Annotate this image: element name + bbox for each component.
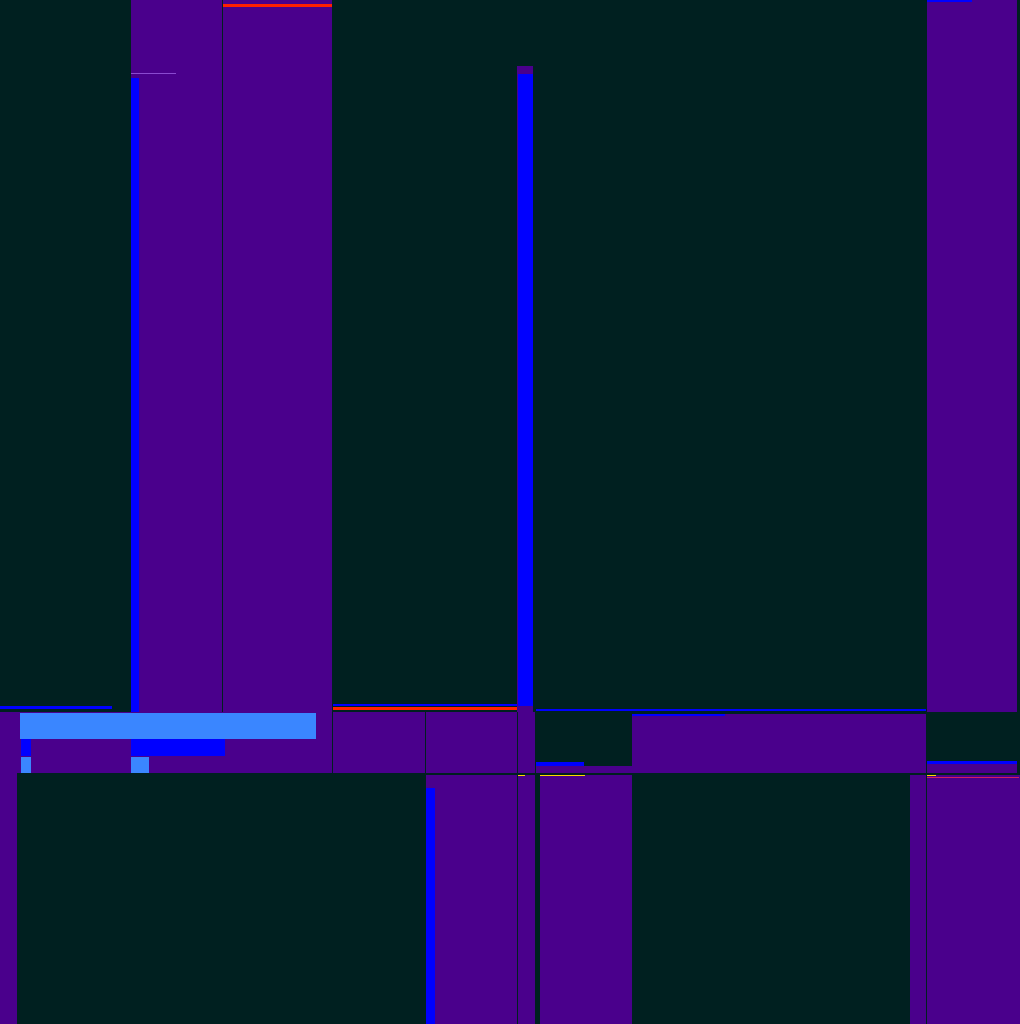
right-status-panel [927, 712, 1017, 761]
bottom-scrollbar[interactable] [426, 788, 435, 1024]
toolbar-input[interactable] [20, 713, 316, 739]
left-panel [0, 0, 131, 706]
info-panel [632, 714, 926, 773]
toolbar-button-1[interactable] [21, 739, 31, 756]
toolbar-toggle-2[interactable] [131, 757, 149, 773]
right-status-bar [927, 761, 1017, 764]
column-scrollbar[interactable] [131, 78, 139, 712]
bottom-side-panel [426, 775, 517, 1024]
toolbar-cell-3 [518, 712, 535, 773]
status-panel-bar [536, 762, 584, 766]
status-panel-footer [536, 766, 632, 773]
left-panel-underline [0, 706, 112, 709]
bottom-editor-panel [17, 773, 426, 1024]
right-panel [927, 0, 1017, 712]
bottom-main-panel [632, 773, 910, 1024]
status-panel [536, 712, 632, 762]
right-panel-topline [927, 0, 972, 2]
toolbar-button-2[interactable] [131, 739, 225, 756]
column-2-alert-bar [223, 4, 332, 7]
column-panel-2 [223, 0, 332, 712]
center-panel-alert-bar [333, 707, 517, 710]
marker-2 [540, 775, 585, 776]
toolbar-cell-2 [426, 712, 517, 773]
center-panel-underline [333, 704, 517, 706]
vertical-scrollbar[interactable] [518, 74, 533, 706]
main-panel [535, 0, 926, 709]
bottom-list-panel [540, 775, 632, 1024]
bottom-narrow-panel [518, 775, 535, 1024]
right-status-footer [927, 764, 1017, 773]
toolbar-cell-1 [333, 712, 425, 773]
marker-3 [927, 775, 936, 776]
bottom-right-panel [927, 775, 1020, 1024]
marker-1 [518, 775, 525, 776]
column-panel-1 [131, 0, 222, 712]
center-panel [332, 0, 517, 704]
right-panel-alert-line [927, 777, 1019, 778]
column-divider-line [131, 73, 176, 74]
bottom-left-gutter [0, 773, 17, 1024]
bottom-right-narrow [910, 775, 926, 1024]
main-panel-underline [536, 709, 926, 711]
toolbar-toggle-1[interactable] [21, 757, 31, 773]
info-panel-line [632, 714, 725, 716]
